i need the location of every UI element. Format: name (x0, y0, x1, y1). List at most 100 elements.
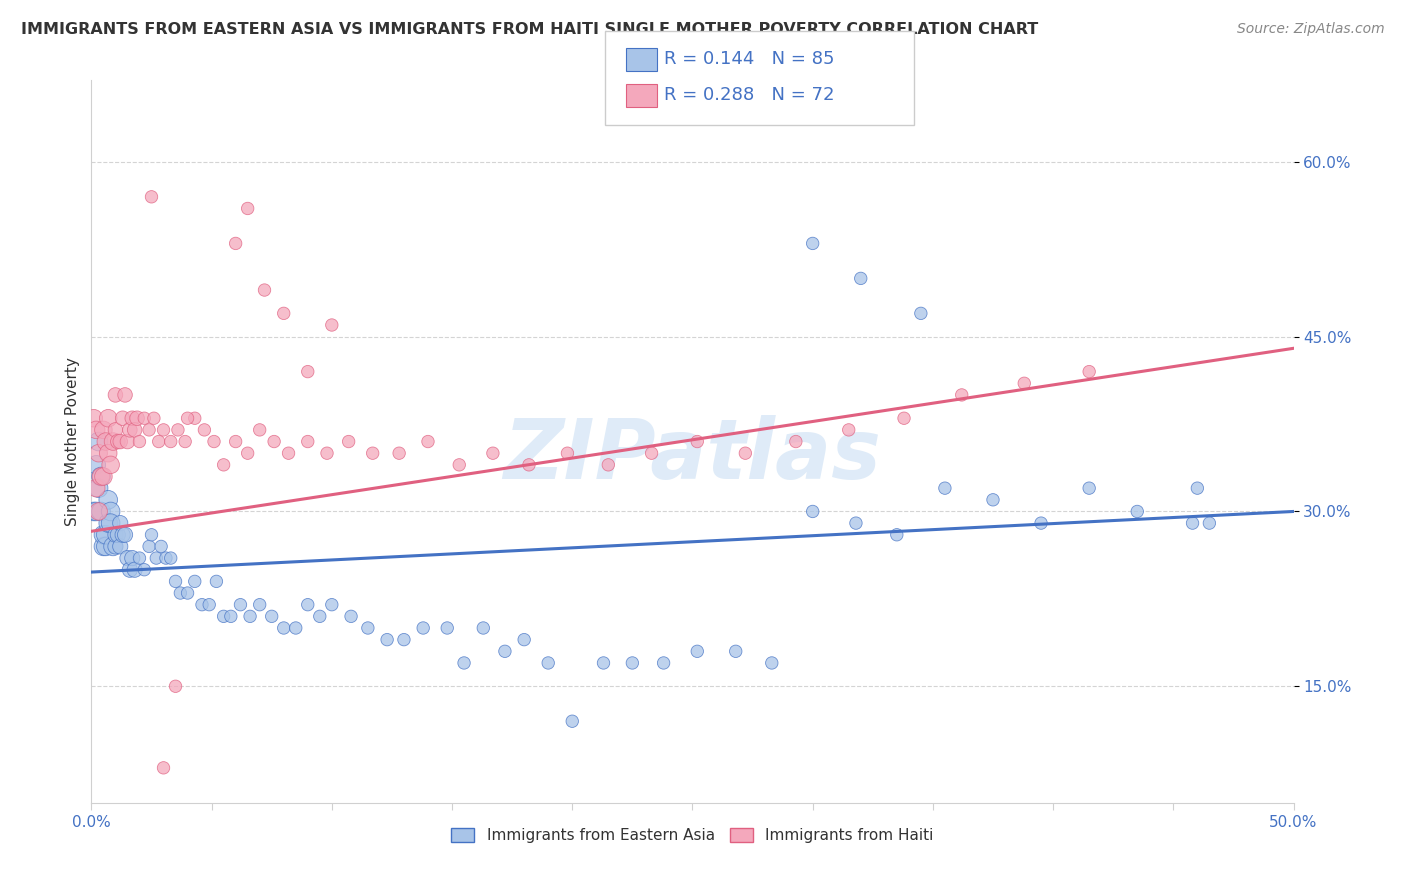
Point (1029, 516, 1052, 530)
Point (87, 434, 110, 449)
Point (1198, 516, 1220, 530)
Point (198, 598, 221, 612)
Point (100, 504, 122, 518)
Point (100, 516, 122, 530)
Point (104, 528, 127, 542)
Point (87, 446, 110, 460)
Point (84, 504, 107, 518)
Point (174, 434, 197, 449)
Point (686, 434, 709, 449)
Point (167, 423, 190, 437)
Point (93, 423, 115, 437)
Point (142, 411, 165, 425)
Point (598, 458, 620, 472)
Point (205, 574, 228, 589)
Point (97, 516, 120, 530)
Point (316, 446, 339, 460)
Point (184, 574, 207, 589)
Point (94, 528, 117, 542)
Point (150, 540, 173, 554)
Point (236, 446, 259, 460)
Point (84, 458, 107, 472)
Point (449, 458, 471, 472)
Point (640, 446, 662, 460)
Point (321, 318, 343, 332)
Point (308, 609, 330, 624)
Point (101, 434, 124, 449)
Point (950, 388, 973, 402)
Point (845, 516, 868, 530)
Point (169, 586, 191, 600)
Point (145, 551, 167, 566)
Point (337, 434, 360, 449)
Point (321, 598, 343, 612)
Point (202, 434, 225, 449)
Point (94, 540, 117, 554)
Point (97, 446, 120, 460)
Point (277, 446, 299, 460)
Point (114, 528, 136, 542)
Point (412, 621, 434, 635)
Point (110, 540, 132, 554)
Point (263, 434, 285, 449)
Point (83, 504, 105, 518)
Point (134, 563, 156, 577)
Point (453, 656, 475, 670)
Point (212, 609, 235, 624)
Point (176, 411, 198, 425)
Point (249, 423, 271, 437)
Point (90, 469, 112, 483)
Point (124, 423, 146, 437)
Point (517, 458, 540, 472)
Point (886, 528, 908, 542)
Point (260, 609, 283, 624)
Point (121, 411, 143, 425)
Point (910, 306, 932, 320)
Point (229, 598, 252, 612)
Point (124, 563, 146, 577)
Point (225, 434, 247, 449)
Point (93, 540, 115, 554)
Point (111, 411, 134, 425)
Point (273, 621, 295, 635)
Text: R = 0.144   N = 85: R = 0.144 N = 85 (664, 50, 834, 68)
Point (84, 481, 107, 495)
Point (159, 551, 181, 566)
Point (117, 551, 139, 566)
Point (219, 609, 242, 624)
Point (1187, 481, 1209, 495)
Point (193, 423, 215, 437)
Point (117, 434, 139, 449)
Point (110, 434, 132, 449)
Point (297, 598, 319, 612)
Point (155, 551, 177, 566)
Point (104, 540, 127, 554)
Point (165, 679, 187, 693)
Point (121, 551, 143, 566)
Point (361, 446, 384, 460)
Point (152, 423, 174, 437)
Point (111, 528, 134, 542)
Point (225, 236, 247, 251)
Point (159, 434, 181, 449)
Point (253, 283, 276, 297)
Point (114, 388, 136, 402)
Point (557, 446, 579, 460)
Point (340, 609, 363, 624)
Point (1012, 376, 1035, 391)
Point (128, 434, 150, 449)
Point (1181, 516, 1204, 530)
Point (138, 540, 160, 554)
Point (436, 621, 458, 635)
Point (838, 423, 860, 437)
Point (1078, 481, 1101, 495)
Point (148, 434, 170, 449)
Point (494, 644, 516, 658)
Point (100, 458, 122, 472)
Point (83, 411, 105, 425)
Y-axis label: Single Mother Poverty: Single Mother Poverty (65, 357, 80, 526)
Point (141, 190, 163, 204)
Point (537, 656, 560, 670)
Point (801, 504, 824, 518)
Point (128, 551, 150, 566)
